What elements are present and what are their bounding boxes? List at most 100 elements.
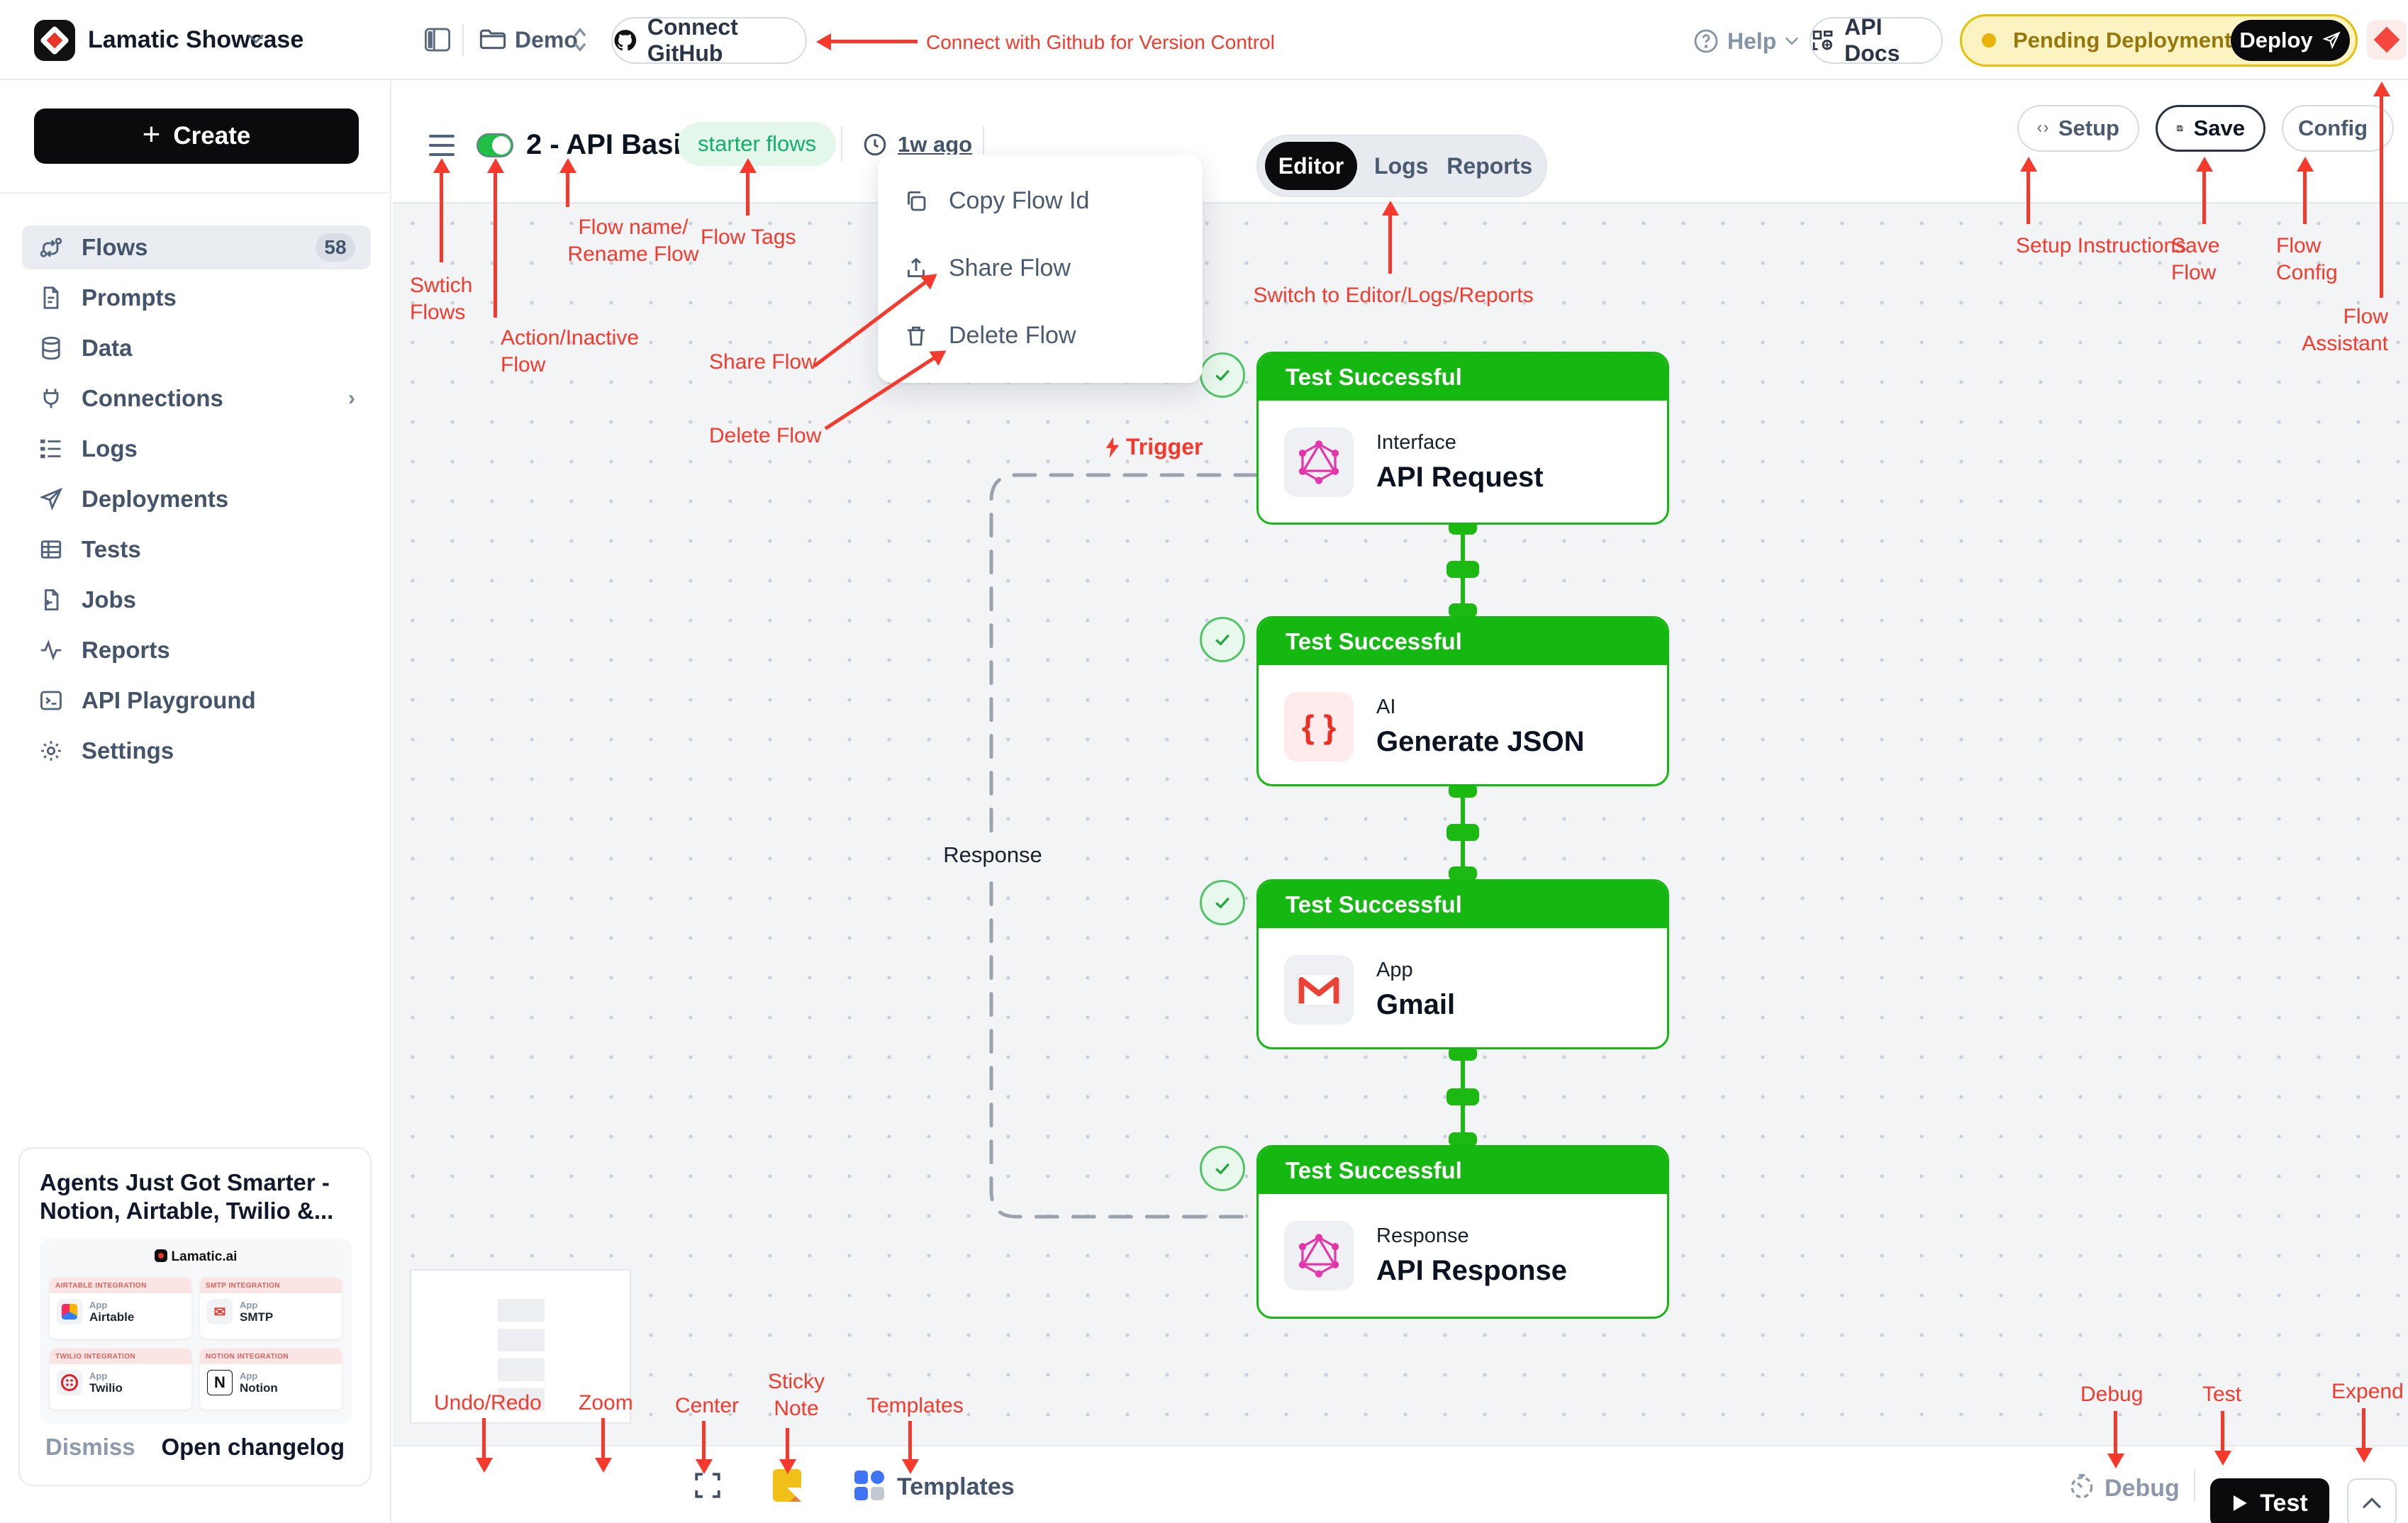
flow-tag-badge[interactable]: starter flows	[678, 122, 837, 166]
sidebar-item-deployments[interactable]: Deployments	[22, 477, 371, 521]
flow-list-menu-icon[interactable]	[429, 135, 455, 156]
project-breadcrumb[interactable]: Demo	[515, 27, 578, 52]
sidebar-item-logs[interactable]: Logs	[22, 427, 371, 471]
node-generate-json[interactable]: Test Successful { } AI Generate JSON	[1256, 616, 1669, 786]
flow-assistant-button[interactable]	[2367, 20, 2407, 60]
sidebar-item-flows[interactable]: Flows 58	[22, 225, 371, 269]
sidebar-item-connections[interactable]: Connections ›	[22, 376, 371, 420]
sidebar-item-settings[interactable]: Settings	[22, 729, 371, 773]
json-braces-icon: { }	[1284, 692, 1354, 762]
node-api-response[interactable]: Test Successful Response API Response	[1256, 1145, 1669, 1319]
connector-in-node2[interactable]	[1449, 603, 1477, 618]
flows-icon	[38, 234, 65, 261]
deploy-label: Deploy	[2239, 28, 2313, 52]
menu-item-copy-flow-id[interactable]: Copy Flow Id	[878, 167, 1203, 235]
save-button[interactable]: Save	[2156, 105, 2265, 152]
tab-reports[interactable]: Reports	[1447, 152, 1533, 179]
workspace-name[interactable]: Lamatic Showcase	[88, 26, 304, 53]
node-status-banner: Test Successful	[1259, 1147, 1667, 1194]
config-button[interactable]: Config	[2282, 105, 2394, 152]
chevron-down-icon[interactable]	[1784, 35, 1800, 47]
save-icon	[2177, 125, 2183, 131]
sidebar-item-jobs[interactable]: Jobs	[22, 578, 371, 622]
twilio-icon	[57, 1370, 82, 1395]
sticky-note-button[interactable]	[773, 1469, 803, 1503]
pending-deployments-banner[interactable]: Pending Deployments	[1960, 14, 2358, 67]
sidebar-item-label: Settings	[82, 737, 174, 764]
annotation-center: Center	[675, 1394, 740, 1417]
deploy-button[interactable]: Deploy	[2231, 20, 2350, 61]
annotation-save: Save Flow	[2171, 234, 2220, 284]
node-status-banner: Test Successful	[1259, 354, 1667, 401]
divider	[462, 24, 464, 57]
edge-add-button-3[interactable]	[1447, 1088, 1479, 1105]
edge-add-button-2[interactable]	[1447, 824, 1479, 841]
api-docs-button[interactable]: API Docs	[1810, 14, 1943, 66]
menu-item-delete-flow[interactable]: Delete Flow	[878, 302, 1203, 369]
help-label[interactable]: Help	[1727, 28, 1777, 54]
tab-logs[interactable]: Logs	[1374, 152, 1429, 179]
sidebar-item-tests[interactable]: Tests	[22, 528, 371, 571]
annotation-debug: Debug	[2080, 1383, 2144, 1406]
lamatic-logo[interactable]	[34, 20, 75, 61]
minimap[interactable]	[410, 1269, 631, 1424]
sort-chevrons-icon[interactable]	[572, 26, 589, 54]
edge-add-button-1[interactable]	[1447, 561, 1479, 578]
annotation-arrow-assistant	[2380, 95, 2383, 298]
table-icon	[38, 536, 65, 563]
promo-card-twilio: TWILIO INTEGRATION App Twilio	[50, 1349, 191, 1410]
copy-icon	[908, 191, 926, 211]
center-view-button[interactable]	[693, 1471, 723, 1500]
chevron-down-icon[interactable]	[247, 33, 265, 45]
help-icon[interactable]	[1693, 28, 1719, 54]
connector-out-node2[interactable]	[1449, 783, 1477, 798]
annotation-zoom: Zoom	[579, 1391, 633, 1415]
test-success-check-icon	[1200, 880, 1245, 925]
templates-icon[interactable]	[854, 1471, 884, 1500]
flow-more-menu: Copy Flow Id Share Flow Delete Flow	[878, 155, 1203, 383]
node-api-request[interactable]: Test Successful Interface API Request	[1256, 352, 1669, 525]
annotation-expand: Expend	[2331, 1380, 2404, 1403]
node-type: App	[1376, 959, 1413, 981]
connector-in-node3[interactable]	[1449, 866, 1477, 881]
sidebar-item-api-playground[interactable]: API Playground	[22, 679, 371, 723]
test-button[interactable]: Test	[2210, 1478, 2329, 1523]
flow-name[interactable]: 2 - API Basi...	[526, 129, 705, 160]
dismiss-button[interactable]: Dismiss	[45, 1434, 135, 1460]
node-gmail[interactable]: Test Successful App Gmail	[1256, 879, 1669, 1049]
activity-icon	[38, 637, 65, 664]
sidebar-item-prompts[interactable]: Prompts	[22, 276, 371, 320]
debug-button[interactable]: Debug	[2105, 1475, 2180, 1502]
annotation-delete-flow: Delete Flow	[709, 424, 822, 447]
sidebar-item-label: Jobs	[82, 586, 137, 613]
node-status-banner: Test Successful	[1259, 618, 1667, 665]
promo-card-airtable: AIRTABLE INTEGRATION App Airtable	[50, 1278, 191, 1339]
gear-icon	[38, 737, 65, 764]
plus-icon: +	[142, 117, 161, 152]
tab-editor[interactable]: Editor	[1265, 142, 1357, 190]
sidebar-item-data[interactable]: Data	[22, 326, 371, 370]
connector-in-node4[interactable]	[1449, 1132, 1477, 1147]
panel-toggle-icon[interactable]	[424, 27, 451, 52]
connector-out-node3[interactable]	[1449, 1047, 1477, 1061]
expand-panel-button[interactable]	[2347, 1478, 2397, 1523]
sidebar-item-label: Data	[82, 335, 133, 361]
create-button[interactable]: + Create	[34, 108, 359, 164]
lamatic-mini-logo	[154, 1249, 167, 1262]
flow-active-toggle[interactable]	[476, 133, 513, 157]
setup-button[interactable]: Setup	[2017, 105, 2139, 152]
annotation-arrow-templates	[908, 1421, 912, 1461]
templates-button[interactable]: Templates	[897, 1473, 1015, 1500]
open-changelog-button[interactable]: Open changelog	[161, 1434, 345, 1460]
clock-icon	[864, 133, 886, 156]
debug-timer-icon[interactable]	[2068, 1472, 2096, 1500]
connect-github-button[interactable]: Connect GitHub	[611, 14, 807, 66]
sidebar-item-reports[interactable]: Reports	[22, 628, 371, 672]
menu-item-share-flow[interactable]: Share Flow	[878, 235, 1203, 302]
sidebar-item-label: API Playground	[82, 687, 256, 713]
file-refresh-icon	[38, 586, 65, 613]
annotation-share-flow: Share Flow	[709, 350, 817, 374]
connect-github-label: Connect GitHub	[647, 14, 738, 66]
flow-updated-time[interactable]: 1w ago	[898, 132, 973, 157]
test-success-check-icon	[1200, 352, 1245, 398]
